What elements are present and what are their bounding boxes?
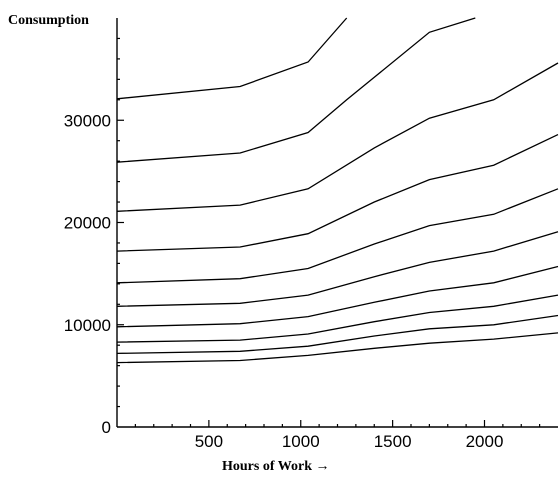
x-axis-title: Hours of Work →	[222, 459, 329, 474]
y-tick-label: 0	[102, 418, 111, 437]
series-line-9	[116, 17, 476, 163]
series-line-1	[116, 332, 559, 364]
x-tick-label: 1000	[282, 432, 320, 451]
y-axis-title: Consumption	[8, 13, 89, 28]
curves-group	[116, 17, 559, 364]
y-tick-label: 10000	[64, 316, 111, 335]
series-line-4	[116, 265, 559, 328]
series-line-10	[116, 17, 348, 100]
series-line-2	[116, 314, 559, 355]
x-tick-label: 1500	[374, 432, 412, 451]
series-line-5	[116, 231, 559, 307]
series-line-6	[116, 188, 559, 284]
x-tick-label: 500	[195, 432, 223, 451]
series-line-8	[116, 62, 559, 212]
y-tick-label: 20000	[64, 214, 111, 233]
y-tick-label: 30000	[64, 111, 111, 130]
series-line-3	[116, 294, 559, 343]
x-tick-label: 2000	[466, 432, 504, 451]
series-line-7	[116, 134, 559, 252]
